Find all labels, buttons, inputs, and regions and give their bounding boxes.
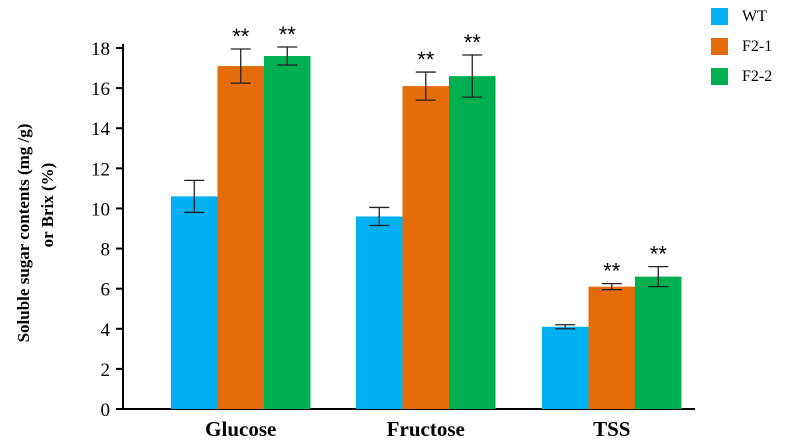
y-tick-label: 16 (91, 79, 110, 100)
bars: ** ** ** ** ** ** (171, 22, 682, 410)
significance-label: ** (464, 30, 482, 55)
significance-label: ** (650, 242, 668, 267)
y-axis-label-line-2: or Brix (%) (38, 163, 57, 248)
y-tick-label: 2 (101, 360, 111, 381)
y-tick-label: 12 (91, 159, 110, 180)
bar (264, 56, 311, 410)
y-axis: 0 2 4 6 8 10 12 14 16 18 (91, 39, 124, 421)
y-tick-label: 14 (91, 119, 111, 140)
legend-label: F2-1 (742, 38, 772, 55)
y-tick-label: 6 (101, 280, 111, 301)
bar (402, 86, 449, 409)
significance-label: ** (417, 47, 435, 72)
category-labels: Glucose Fructose TSS (205, 417, 630, 440)
bar (635, 276, 682, 409)
y-axis-label: Soluble sugar contents (mg /g) or Brix (… (14, 124, 57, 343)
legend: WT F2-1 F2-2 (711, 8, 772, 85)
y-tick-label: 8 (101, 240, 111, 261)
y-tick-label: 4 (101, 320, 111, 341)
legend-swatch (711, 8, 728, 25)
y-tick-label: 0 (101, 400, 111, 421)
bar (449, 76, 496, 410)
x-category-label: Fructose (387, 417, 465, 440)
legend-swatch (711, 38, 728, 55)
significance-label: ** (279, 22, 297, 47)
significance-label: ** (232, 24, 250, 49)
bar (588, 286, 635, 409)
x-category-label: TSS (593, 417, 630, 440)
x-category-label: Glucose (205, 417, 276, 440)
legend-label: F2-2 (742, 68, 772, 85)
bar (356, 216, 403, 409)
y-axis-label-line-1: Soluble sugar contents (mg /g) (14, 124, 33, 343)
bar (217, 66, 264, 410)
bar (542, 326, 589, 409)
y-tick-label: 10 (91, 199, 110, 220)
bar (171, 196, 218, 409)
legend-swatch (711, 68, 728, 85)
legend-label: WT (742, 8, 767, 25)
significance-label: ** (603, 259, 621, 284)
y-tick-label: 18 (91, 39, 110, 60)
